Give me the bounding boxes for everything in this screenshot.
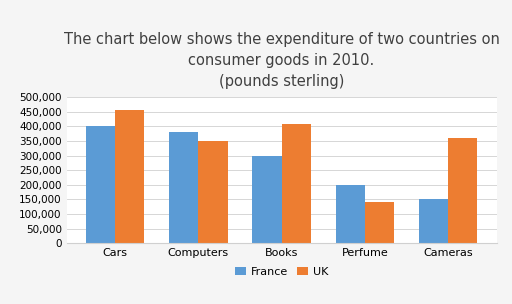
Title: The chart below shows the expenditure of two countries on
consumer goods in 2010: The chart below shows the expenditure of… xyxy=(63,32,500,89)
Bar xyxy=(199,141,227,243)
Bar xyxy=(169,132,199,243)
Legend: France, UK: France, UK xyxy=(231,263,332,282)
Bar xyxy=(252,156,282,243)
Bar xyxy=(336,185,365,243)
Bar xyxy=(282,124,311,243)
Bar xyxy=(419,199,448,243)
Bar xyxy=(365,202,394,243)
Bar xyxy=(115,110,144,243)
Bar xyxy=(86,126,115,243)
Bar xyxy=(448,138,477,243)
